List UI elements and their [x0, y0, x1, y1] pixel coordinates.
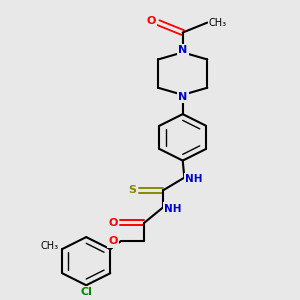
- Text: Cl: Cl: [80, 287, 92, 297]
- Text: S: S: [128, 185, 136, 195]
- Text: CH₃: CH₃: [40, 241, 59, 251]
- Text: NH: NH: [164, 204, 182, 214]
- Text: O: O: [146, 16, 156, 26]
- Text: O: O: [108, 218, 118, 228]
- Text: CH₃: CH₃: [209, 18, 227, 28]
- Text: NH: NH: [185, 174, 203, 184]
- Text: N: N: [178, 92, 187, 102]
- Text: N: N: [178, 45, 187, 55]
- Text: O: O: [109, 236, 118, 246]
